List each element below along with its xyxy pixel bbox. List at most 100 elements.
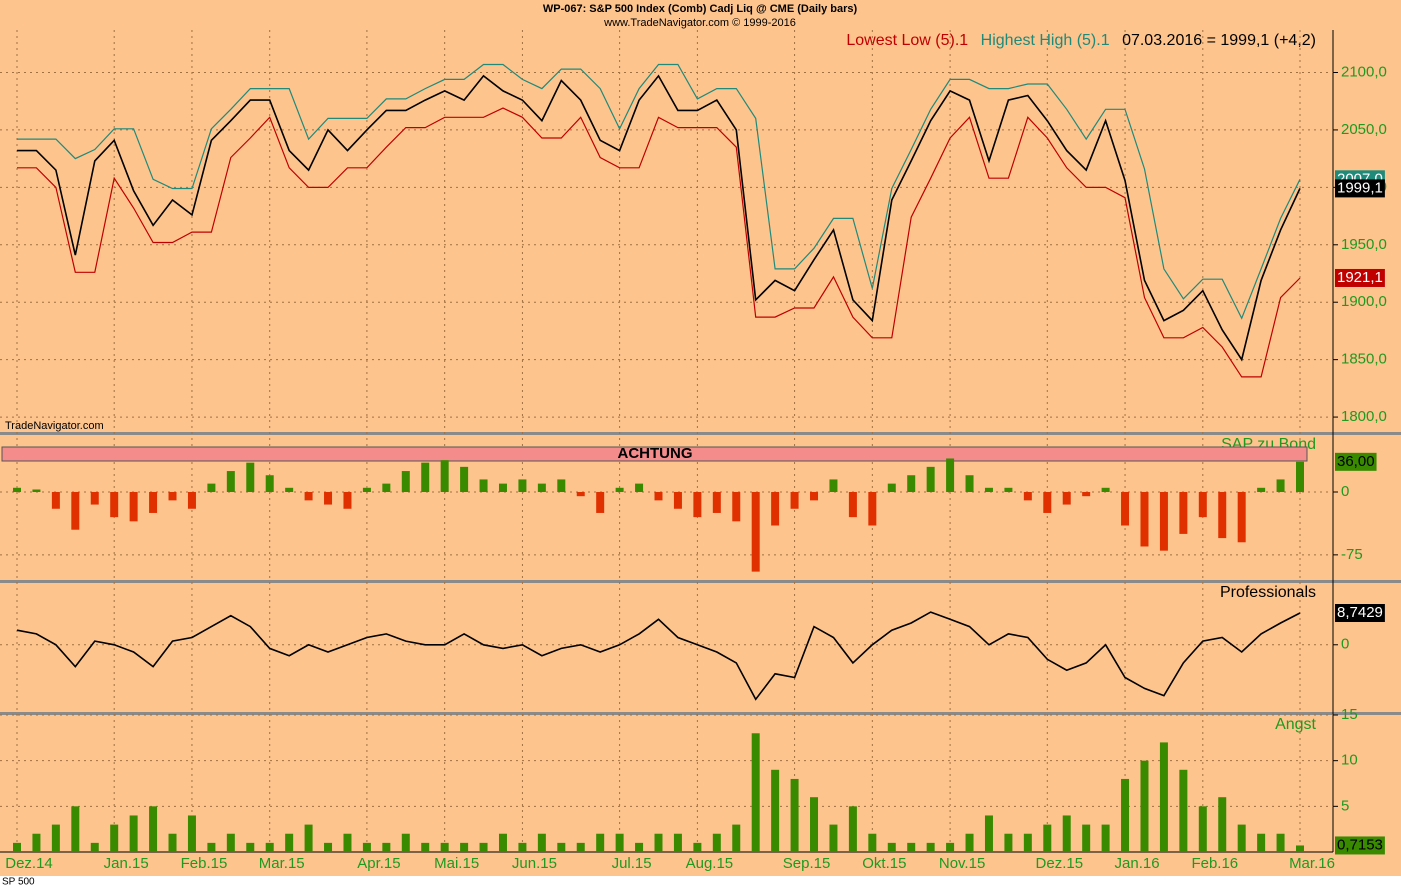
bar: [1062, 491, 1071, 505]
bar: [654, 491, 663, 501]
x-tick-label: Nov.15: [939, 855, 985, 872]
bar: [168, 491, 177, 501]
bar: [304, 491, 313, 501]
bar: [1276, 479, 1285, 492]
bar: [829, 824, 838, 852]
bar: [673, 833, 682, 852]
price-line: [17, 74, 1301, 362]
last-value-label: 0,7153: [1337, 836, 1383, 853]
x-tick-label: Jan.16: [1115, 855, 1160, 872]
bar: [1179, 769, 1188, 852]
bar: [887, 483, 896, 492]
bar: [187, 491, 196, 509]
bar: [1043, 491, 1052, 513]
bar: [615, 487, 624, 492]
bar: [557, 479, 566, 492]
bar: [1159, 742, 1168, 852]
bar: [1101, 487, 1110, 492]
bar: [537, 833, 546, 852]
legend: Lowest Low (5).1 Highest High (5).1 07.0…: [846, 32, 1316, 49]
bar: [90, 491, 99, 505]
bar: [440, 460, 449, 492]
footer-strip: [0, 876, 1401, 888]
bar: [790, 778, 799, 852]
bar: [498, 483, 507, 492]
header-title: WP-067: S&P 500 Index (Comb) Cadj Liq @ …: [543, 3, 858, 15]
bar: [401, 471, 410, 492]
bar: [965, 833, 974, 852]
bar: [771, 491, 780, 526]
bar: [1276, 833, 1285, 852]
bar: [810, 491, 819, 501]
panel-separator: [0, 580, 1401, 583]
bar: [362, 842, 371, 852]
legend-entry: Lowest Low (5).1: [846, 32, 968, 49]
bar: [1198, 806, 1207, 852]
bar: [265, 475, 274, 492]
bar: [1062, 815, 1071, 852]
banner: [1, 446, 1308, 462]
bar: [71, 806, 80, 852]
bar: [810, 797, 819, 852]
bar: [110, 824, 119, 852]
bar: [518, 842, 527, 852]
legend-entry: Highest High (5).1: [981, 32, 1110, 49]
bar: [615, 833, 624, 852]
bar: [13, 487, 21, 492]
bar: [382, 842, 391, 852]
bar: [324, 842, 333, 852]
price-line: [16, 611, 1301, 701]
bar: [149, 806, 158, 852]
bar: [1257, 833, 1266, 852]
panel-title: Professionals: [1220, 584, 1316, 601]
bar: [51, 491, 60, 509]
bar: [1198, 491, 1207, 518]
bar: [1023, 833, 1032, 852]
y-tick-label: 2100,0: [1341, 63, 1387, 80]
bar: [479, 842, 488, 852]
bar: [907, 475, 916, 492]
bar: [440, 842, 449, 852]
y-tick-label: 10: [1341, 752, 1358, 769]
bar: [168, 833, 177, 852]
x-tick-label: Apr.15: [357, 855, 400, 872]
bar: [343, 833, 352, 852]
watermark: TradeNavigator.com: [5, 420, 104, 432]
bar: [712, 833, 721, 852]
bar: [732, 824, 741, 852]
bar: [226, 471, 235, 492]
last-value-label: 1999,1: [1337, 179, 1383, 196]
bar: [654, 833, 663, 852]
bar: [285, 833, 294, 852]
bar: [285, 487, 294, 492]
y-tick-label: -75: [1341, 546, 1363, 563]
y-tick-label: 1900,0: [1341, 293, 1387, 310]
bar: [343, 491, 352, 509]
bar: [984, 487, 993, 492]
bar: [90, 842, 99, 852]
bar: [1101, 824, 1110, 852]
bar: [693, 491, 702, 518]
x-tick-label: Mar.16: [1289, 855, 1335, 872]
x-tick-label: Aug.15: [686, 855, 734, 872]
last-value-label: 1921,1: [1337, 269, 1383, 286]
last-value-box: [1335, 836, 1385, 855]
last-value-box: [1335, 179, 1385, 198]
bar: [498, 833, 507, 852]
bar: [946, 458, 955, 492]
bar: [537, 483, 546, 492]
bar: [1082, 824, 1091, 852]
bar: [868, 833, 877, 852]
bar: [460, 466, 469, 492]
bar: [1159, 491, 1168, 551]
bar: [187, 815, 196, 852]
bar: [887, 842, 896, 852]
bar: [635, 842, 644, 852]
bar: [71, 491, 80, 530]
y-tick-label: 5: [1341, 797, 1349, 814]
bar: [1004, 833, 1013, 852]
x-tick-label: Jan.15: [104, 855, 149, 872]
bar: [421, 842, 430, 852]
bar: [576, 491, 585, 497]
